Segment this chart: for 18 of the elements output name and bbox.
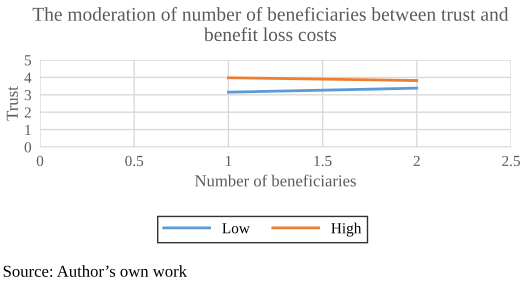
y-tick-label: 5 xyxy=(24,55,32,66)
legend-label: Low xyxy=(222,223,250,234)
y-tick-label: 0 xyxy=(24,142,32,152)
x-tick-label: 0.5 xyxy=(125,156,144,166)
x-tick-label: 0 xyxy=(36,156,44,166)
x-tick-label: 1 xyxy=(226,156,232,166)
y-tick-label: 3 xyxy=(24,90,32,100)
y-tick-label: 2 xyxy=(24,107,31,118)
y-tick-label: 1 xyxy=(25,124,31,135)
y-tick-label: 4 xyxy=(24,72,32,83)
legend-label: High xyxy=(331,222,362,237)
y-axis-title: Trust xyxy=(6,86,18,120)
x-tick-label: 2 xyxy=(414,156,420,166)
x-axis-title: Number of beneficiaries xyxy=(194,174,356,186)
x-tick-label: 1.5 xyxy=(314,156,332,166)
x-tick-label: 2.5 xyxy=(502,156,520,166)
chart-title: The moderation of number of beneficiaries between trust and benefit loss costs xyxy=(32,6,508,42)
source-note: Source: Author’s own work xyxy=(4,265,188,277)
